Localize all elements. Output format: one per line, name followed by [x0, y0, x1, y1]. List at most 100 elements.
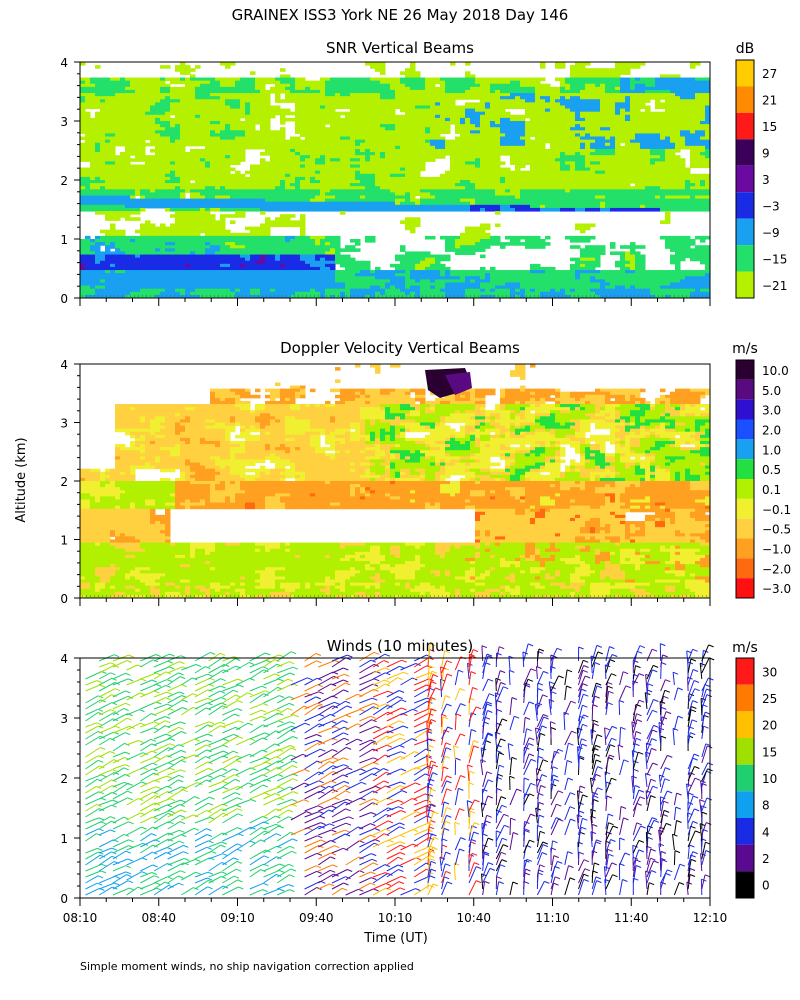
snr-cell	[130, 152, 136, 156]
snr-cell	[685, 139, 691, 144]
snr-cell	[215, 170, 221, 175]
snr-cell	[305, 99, 311, 103]
snr-cell	[480, 121, 486, 125]
snr-cell	[285, 180, 291, 184]
snr-cell	[415, 99, 421, 103]
snr-cell	[640, 180, 646, 184]
snr-cell	[660, 142, 666, 147]
snr-cell	[580, 198, 586, 203]
snr-cell	[420, 192, 426, 197]
snr-cell	[355, 99, 361, 103]
snr-cell	[120, 183, 126, 187]
snr-cell	[605, 158, 611, 162]
snr-cell	[140, 173, 146, 178]
snr-cell	[450, 170, 456, 175]
snr-cell	[690, 142, 696, 147]
snr-cell	[95, 183, 101, 187]
snr-cell	[530, 142, 536, 147]
snr-cell	[635, 173, 641, 178]
snr-cell	[240, 96, 246, 100]
snr-cell	[600, 102, 606, 106]
snr-cell	[610, 93, 616, 97]
snr-cell	[315, 161, 321, 165]
snr-cell	[520, 121, 526, 125]
snr-cell	[410, 155, 416, 159]
snr-cell	[280, 83, 286, 88]
snr-cell	[240, 83, 246, 88]
snr-cell	[345, 127, 351, 131]
snr-cell	[140, 201, 146, 206]
snr-cell	[170, 96, 176, 100]
snr-cell	[230, 114, 236, 119]
snr-cell	[415, 192, 421, 197]
snr-cell	[300, 114, 306, 119]
snr-cell	[480, 170, 486, 175]
snr-cell	[645, 86, 651, 91]
snr-cell	[620, 148, 626, 153]
snr-cell	[685, 117, 691, 122]
snr-cell	[620, 186, 626, 190]
snr-cell	[625, 133, 631, 138]
snr-cell	[215, 86, 221, 91]
snr-cell	[460, 148, 466, 153]
snr-cell	[525, 77, 531, 82]
snr-cell	[705, 105, 711, 110]
snr-cell	[600, 180, 606, 184]
snr-cell	[310, 86, 316, 91]
snr-cell	[560, 80, 566, 85]
snr-cell	[640, 198, 646, 203]
snr-cell	[425, 183, 431, 187]
snr-cell	[565, 77, 571, 82]
snr-cell	[540, 86, 546, 91]
snr-cell	[180, 111, 186, 116]
snr-cell	[535, 189, 541, 193]
snr-cell	[530, 130, 536, 134]
snr-cell	[295, 161, 301, 165]
snr-cell	[520, 114, 526, 119]
snr-cell	[355, 130, 361, 134]
snr-cell	[655, 183, 661, 187]
snr-cell	[385, 89, 391, 94]
snr-cell	[185, 201, 191, 206]
snr-cell	[235, 117, 241, 122]
snr-cell	[500, 93, 506, 97]
snr-cell	[460, 96, 466, 100]
snr-cell	[430, 176, 436, 181]
snr-cell	[490, 99, 496, 103]
snr-cell	[475, 111, 481, 116]
snr-cell	[100, 195, 106, 200]
snr-cell	[580, 102, 586, 106]
snr-cell	[655, 124, 661, 128]
snr-cell	[670, 96, 676, 100]
snr-cell	[660, 117, 666, 122]
snr-cell	[165, 86, 171, 91]
snr-cell	[495, 86, 501, 91]
snr-cell	[115, 114, 121, 119]
snr-cell	[155, 161, 161, 165]
snr-cell	[310, 198, 316, 203]
snr-cell	[325, 170, 331, 175]
snr-cell	[330, 83, 336, 88]
snr-cell	[240, 105, 246, 110]
snr-cell	[360, 158, 366, 162]
snr-cell	[335, 121, 341, 125]
snr-cell	[120, 189, 126, 193]
snr-cell	[110, 198, 116, 203]
snr-cell	[155, 158, 161, 162]
snr-cell	[680, 173, 686, 178]
snr-cell	[175, 121, 181, 125]
snr-cell	[540, 192, 546, 197]
snr-cell	[500, 145, 506, 150]
snr-cell	[535, 133, 541, 138]
snr-cell	[430, 108, 436, 113]
snr-cell	[205, 96, 211, 100]
snr-cell	[270, 136, 276, 141]
snr-cell	[650, 195, 656, 200]
snr-cell	[650, 148, 656, 153]
snr-cell	[135, 139, 141, 144]
snr-cell	[100, 99, 106, 103]
snr-cell	[305, 80, 311, 85]
snr-cell	[640, 80, 646, 85]
snr-cell	[530, 198, 536, 203]
snr-cell	[400, 96, 406, 100]
